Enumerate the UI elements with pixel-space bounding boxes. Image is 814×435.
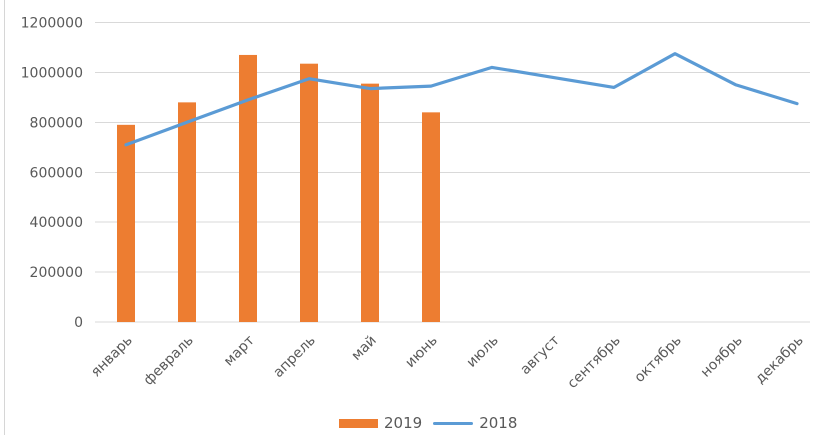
y-axis-tick-label: 1000000 xyxy=(21,65,83,81)
x-axis-label-октябрь: октябрь xyxy=(632,333,685,386)
legend-label-2018[interactable]: 2018 xyxy=(479,414,518,432)
y-axis-tick-label: 600000 xyxy=(30,165,83,181)
line-2018[interactable] xyxy=(124,52,799,147)
y-axis-tick-label: 800000 xyxy=(30,115,83,131)
left-edge-divider xyxy=(4,0,5,435)
x-axis-label-январь: январь xyxy=(88,333,136,381)
x-axis-label-май: май xyxy=(349,333,380,364)
x-axis-label-июнь: июнь xyxy=(402,333,440,371)
x-axis-label-апрель: апрель xyxy=(270,333,318,381)
x-axis-label-ноябрь: ноябрь xyxy=(698,333,746,381)
legend-line-2018[interactable] xyxy=(433,421,474,425)
legend-swatch-2019[interactable] xyxy=(339,418,378,428)
y-axis-tick-label: 200000 xyxy=(30,265,83,281)
bar-2019-апрель[interactable] xyxy=(300,63,318,323)
x-axis-label-июль: июль xyxy=(464,333,502,371)
x-axis-label-декабрь: декабрь xyxy=(752,333,807,388)
y-axis-tick-label: 1200000 xyxy=(21,16,83,32)
x-axis-label-август: август xyxy=(517,333,562,378)
legend-label-2019[interactable]: 2019 xyxy=(384,414,423,432)
y-axis-tick-label: 0 xyxy=(74,315,83,331)
x-axis-label-февраль: февраль xyxy=(141,333,197,389)
bar-2019-июнь[interactable] xyxy=(422,112,440,322)
y-axis-tick-label: 400000 xyxy=(30,215,83,231)
bar-2019-январь[interactable] xyxy=(117,124,135,323)
bar-2019-февраль[interactable] xyxy=(178,102,196,322)
bar-2019-май[interactable] xyxy=(361,83,379,322)
legend: 2019 2018 xyxy=(339,413,517,433)
x-axis-label-март: март xyxy=(221,333,258,370)
bar-2019-март[interactable] xyxy=(239,54,257,323)
x-axis-label-сентябрь: сентябрь xyxy=(565,333,624,392)
